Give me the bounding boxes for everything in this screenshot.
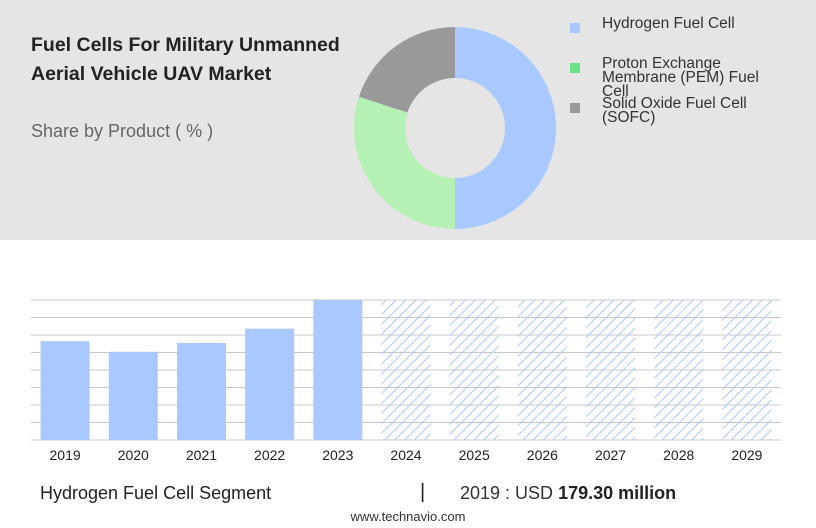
source-link[interactable]: www.technavio.com [350, 509, 466, 524]
x-tick-label: 2023 [322, 447, 353, 463]
x-tick-label: 2026 [527, 447, 558, 463]
bar-chart: 2019 2020 2021 2022 2023 2024 2025 2026 2027 2028… [31, 299, 781, 463]
chart-subtitle: Share by Product ( % ) [31, 121, 214, 141]
legend-label-hydrogen: Hydrogen Fuel Cell [602, 15, 735, 32]
segment-label: Hydrogen Fuel Cell Segment [40, 483, 272, 503]
x-tick-label: 2020 [118, 447, 149, 463]
legend-label-pem: Proton Exchange Membrane (PEM) Fuel Cell [602, 55, 759, 100]
donut-slice-2 [358, 27, 455, 113]
donut-slice-0 [455, 27, 556, 229]
forecast-bar-2029 [722, 300, 772, 440]
chart-title: Fuel Cells For Military Unmanned Aerial … [31, 34, 340, 85]
bar-2020 [108, 351, 158, 440]
bar-2022 [245, 328, 295, 440]
forecast-bar-2025 [449, 300, 499, 440]
legend-swatch-pem [570, 63, 580, 73]
legend-item-pem: Proton Exchange Membrane (PEM) Fuel Cell [570, 55, 787, 100]
legend-label-sofc: Solid Oxide Fuel Cell (SOFC) [602, 95, 747, 126]
forecast-bar-2026 [517, 300, 567, 440]
donut-chart [353, 27, 556, 230]
donut-slice-1 [353, 96, 455, 230]
legend-item-sofc: Solid Oxide Fuel Cell (SOFC) [570, 95, 787, 126]
value-prefix: 2019 : USD [460, 483, 554, 503]
x-tick-label: 2019 [50, 447, 81, 463]
x-tick-label: 2028 [663, 447, 694, 463]
x-tick-label: 2022 [254, 447, 285, 463]
bar-2023 [313, 300, 363, 440]
x-tick-label: 2021 [186, 447, 217, 463]
x-tick-label: 2027 [595, 447, 626, 463]
footer-separator: | [420, 481, 426, 503]
x-tick-label: 2025 [459, 447, 490, 463]
legend-swatch-sofc [570, 103, 580, 113]
x-tick-label: 2029 [731, 447, 762, 463]
legend-swatch-hydrogen [570, 23, 580, 33]
x-tick-label: 2024 [390, 447, 421, 463]
forecast-bar-2027 [586, 300, 636, 440]
bar-2019 [40, 341, 90, 440]
forecast-bar-2024 [381, 300, 431, 440]
segment-value: 2019 : USD 179.30 million [460, 483, 676, 504]
bar-2021 [176, 342, 226, 440]
value-amount: 179.30 million [558, 483, 677, 503]
legend-item-hydrogen: Hydrogen Fuel Cell [570, 15, 787, 33]
forecast-bar-2028 [654, 300, 704, 440]
